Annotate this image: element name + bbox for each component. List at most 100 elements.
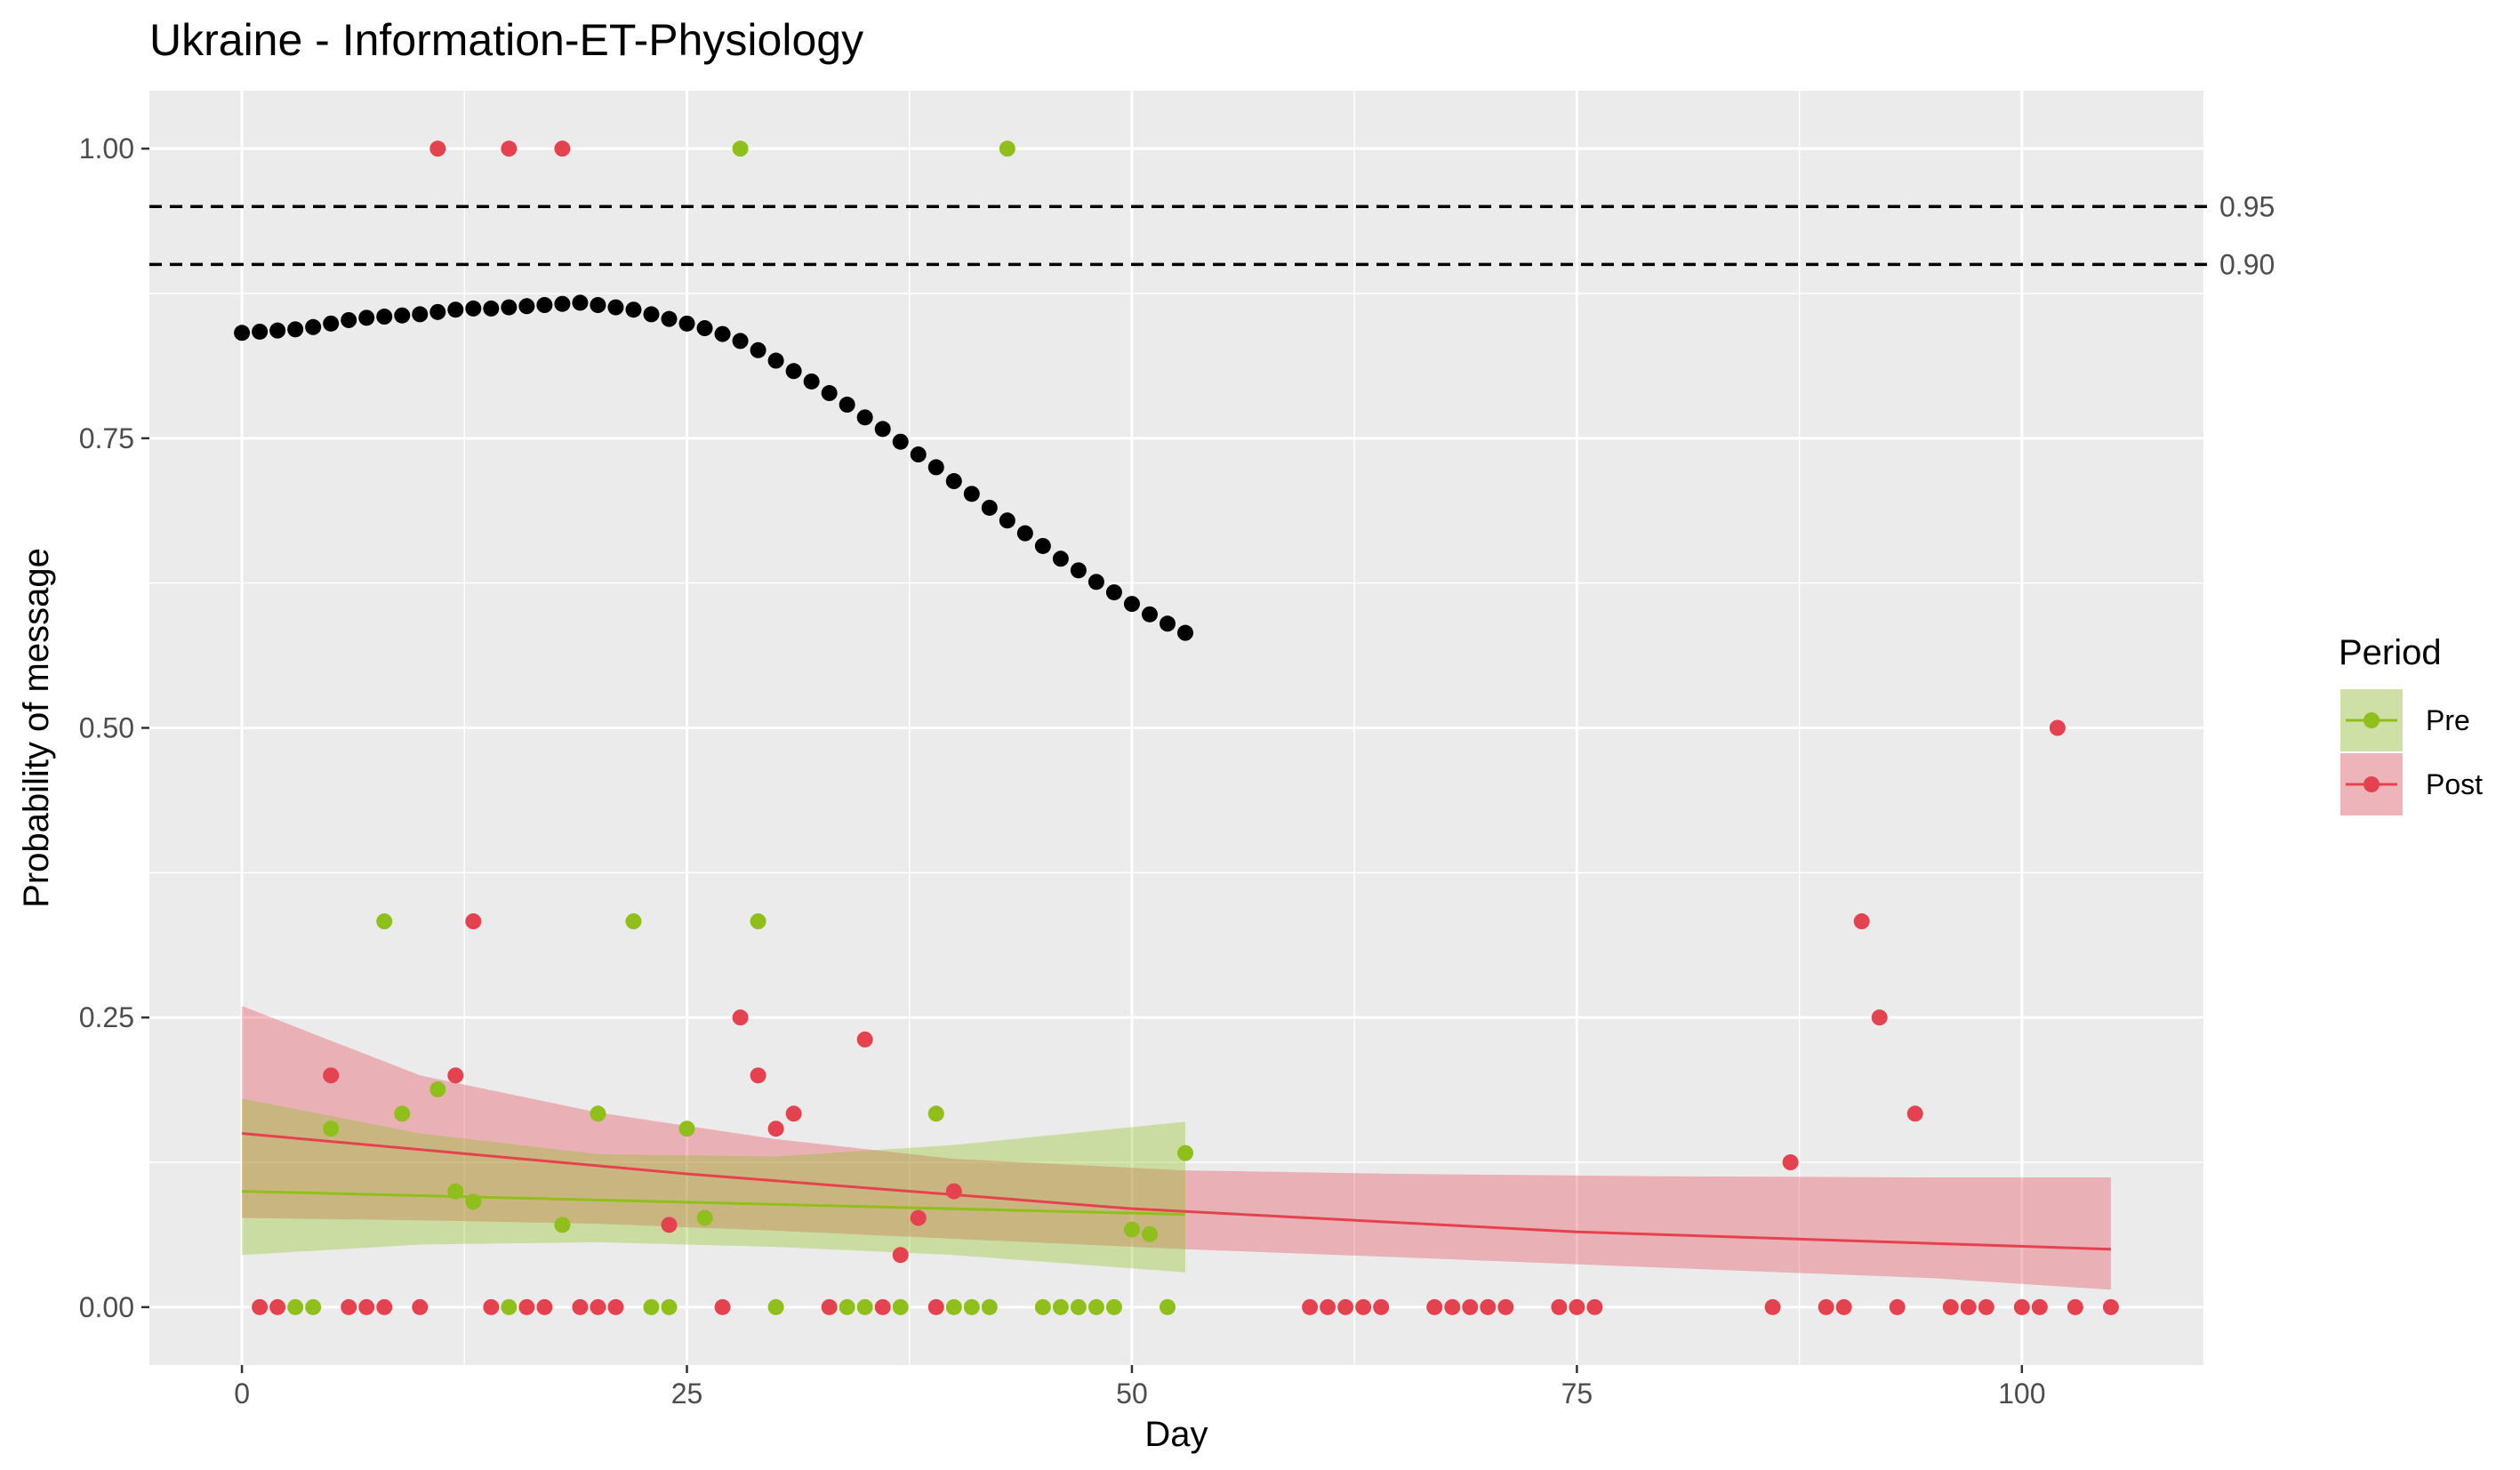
point-post <box>358 1298 375 1315</box>
point-black <box>661 310 678 327</box>
point-black <box>287 321 304 338</box>
point-pre <box>696 1209 713 1226</box>
x-tick-label: 0 <box>234 1378 250 1410</box>
point-pre <box>447 1183 464 1200</box>
point-post <box>767 1121 784 1137</box>
point-post <box>785 1105 802 1122</box>
point-pre <box>323 1121 340 1137</box>
point-pre <box>981 1298 998 1315</box>
legend: Period Pre Post <box>2339 633 2483 815</box>
point-post <box>732 1009 749 1026</box>
point-black <box>999 512 1015 529</box>
point-pre <box>429 1080 446 1097</box>
point-post <box>1960 1298 1977 1315</box>
point-black <box>572 294 589 311</box>
trend-line-post <box>241 1132 2111 1251</box>
point-pre <box>1159 1298 1176 1315</box>
point-post <box>1782 1154 1799 1171</box>
point-post <box>1444 1298 1461 1315</box>
point-post <box>1871 1009 1888 1026</box>
point-post <box>927 1298 944 1315</box>
point-pre <box>678 1121 695 1137</box>
point-post <box>607 1298 624 1315</box>
point-black <box>341 311 357 328</box>
point-post <box>376 1298 393 1315</box>
point-black <box>1070 562 1087 579</box>
x-tick-label: 25 <box>671 1378 703 1410</box>
point-post <box>2031 1298 2048 1315</box>
legend-key-point <box>2364 712 2380 728</box>
point-black <box>429 303 446 320</box>
point-pre <box>394 1105 411 1122</box>
chart-title: Ukraine - Information-ET-Physiology <box>149 15 863 65</box>
legend-key-point <box>2364 776 2380 792</box>
point-post <box>2013 1298 2030 1315</box>
point-black <box>1087 574 1104 590</box>
point-post <box>590 1298 606 1315</box>
x-tick-label: 50 <box>1116 1378 1148 1410</box>
y-axis: 0.00 0.25 0.50 0.75 1.00 <box>79 133 149 1323</box>
point-post <box>1355 1298 1372 1315</box>
point-black <box>447 301 464 318</box>
point-pre <box>465 1193 482 1210</box>
point-pre <box>963 1298 980 1315</box>
point-black <box>678 315 695 332</box>
legend-title: Period <box>2339 633 2442 672</box>
point-black <box>927 459 944 476</box>
point-black <box>803 373 820 390</box>
point-post <box>661 1217 678 1233</box>
point-post <box>1551 1298 1568 1315</box>
point-pre <box>305 1298 322 1315</box>
point-pre <box>590 1105 606 1122</box>
y-tick-label: 0.00 <box>79 1291 134 1323</box>
y-axis-title: Probability of message <box>17 548 56 908</box>
point-post <box>269 1298 286 1315</box>
point-black <box>518 298 535 315</box>
point-post <box>1818 1298 1834 1315</box>
point-pre <box>767 1298 784 1315</box>
point-pre <box>1070 1298 1087 1315</box>
point-black <box>607 299 624 316</box>
point-post <box>1853 913 1870 930</box>
point-post <box>1978 1298 1994 1315</box>
point-post <box>2067 1298 2083 1315</box>
point-pre <box>554 1217 571 1233</box>
point-post <box>323 1067 340 1084</box>
point-black <box>963 486 980 502</box>
point-black <box>1159 615 1176 632</box>
point-post <box>1764 1298 1781 1315</box>
point-black <box>1177 624 1194 641</box>
x-tick-label: 75 <box>1561 1378 1593 1410</box>
point-black <box>750 341 766 358</box>
point-pre <box>625 913 642 930</box>
point-post <box>447 1067 464 1084</box>
point-post <box>1320 1298 1336 1315</box>
point-post <box>1835 1298 1852 1315</box>
point-pre <box>999 141 1015 157</box>
point-pre <box>643 1298 660 1315</box>
ribbon-pre <box>242 1098 1186 1273</box>
point-black <box>394 307 411 324</box>
point-pre <box>732 141 749 157</box>
point-pre <box>750 913 766 930</box>
point-post <box>750 1067 766 1084</box>
point-black <box>501 299 518 316</box>
point-post <box>501 141 518 157</box>
point-post <box>2102 1298 2119 1315</box>
point-post <box>1906 1105 1923 1122</box>
point-black <box>483 300 500 317</box>
point-black <box>1105 584 1122 601</box>
y-tick-label: 0.50 <box>79 712 134 744</box>
point-black <box>1016 525 1033 542</box>
point-black <box>252 323 269 340</box>
point-black <box>785 363 802 380</box>
point-black <box>1052 550 1069 567</box>
point-post <box>252 1298 269 1315</box>
threshold-lines: 0.95 0.90 <box>149 190 2275 280</box>
point-black <box>839 397 855 414</box>
point-post <box>1586 1298 1603 1315</box>
point-black <box>1123 596 1140 613</box>
point-black <box>412 306 429 323</box>
x-tick-label: 100 <box>1998 1378 2045 1410</box>
point-black <box>269 322 286 339</box>
